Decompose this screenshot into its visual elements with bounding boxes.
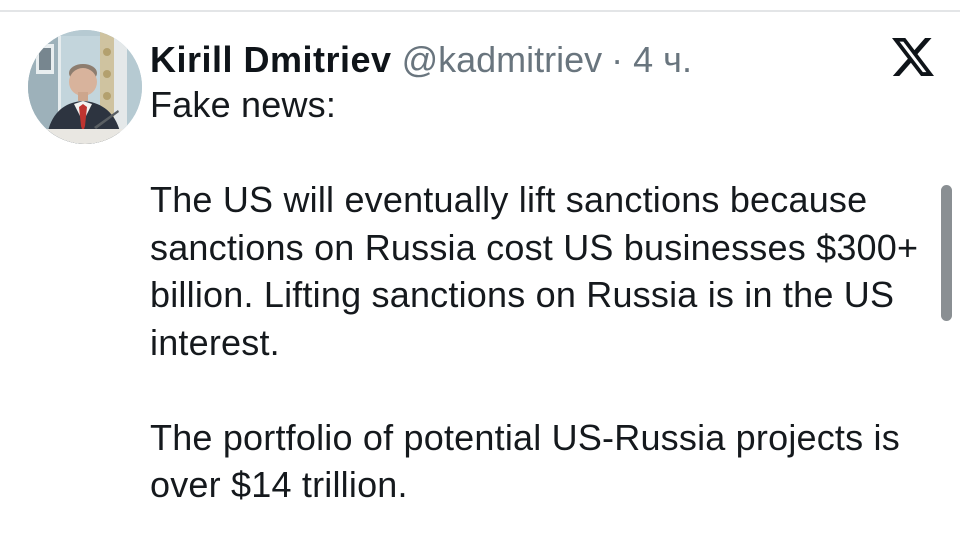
tweet-top-divider <box>0 10 960 12</box>
avatar[interactable] <box>28 30 142 144</box>
tweet-paragraph: The US will eventually lift sanctions be… <box>150 179 919 363</box>
tweet-timestamp[interactable]: · 4 ч. <box>611 39 692 80</box>
scrollbar-thumb[interactable] <box>941 185 952 321</box>
avatar-photo <box>28 30 142 144</box>
tweet-text: Fake news: The US will eventually lift s… <box>150 81 950 537</box>
tweet-header: Kirill Dmitriev @kadmitriev · 4 ч. <box>150 38 692 82</box>
tweet-paragraph: Fake news: <box>150 84 337 125</box>
author-name[interactable]: Kirill Dmitriev <box>150 39 392 80</box>
x-logo-icon[interactable] <box>892 35 934 79</box>
tweet-paragraph: The portfolio of potential US-Russia pro… <box>150 416 900 506</box>
author-handle[interactable]: @kadmitriev <box>401 39 603 80</box>
